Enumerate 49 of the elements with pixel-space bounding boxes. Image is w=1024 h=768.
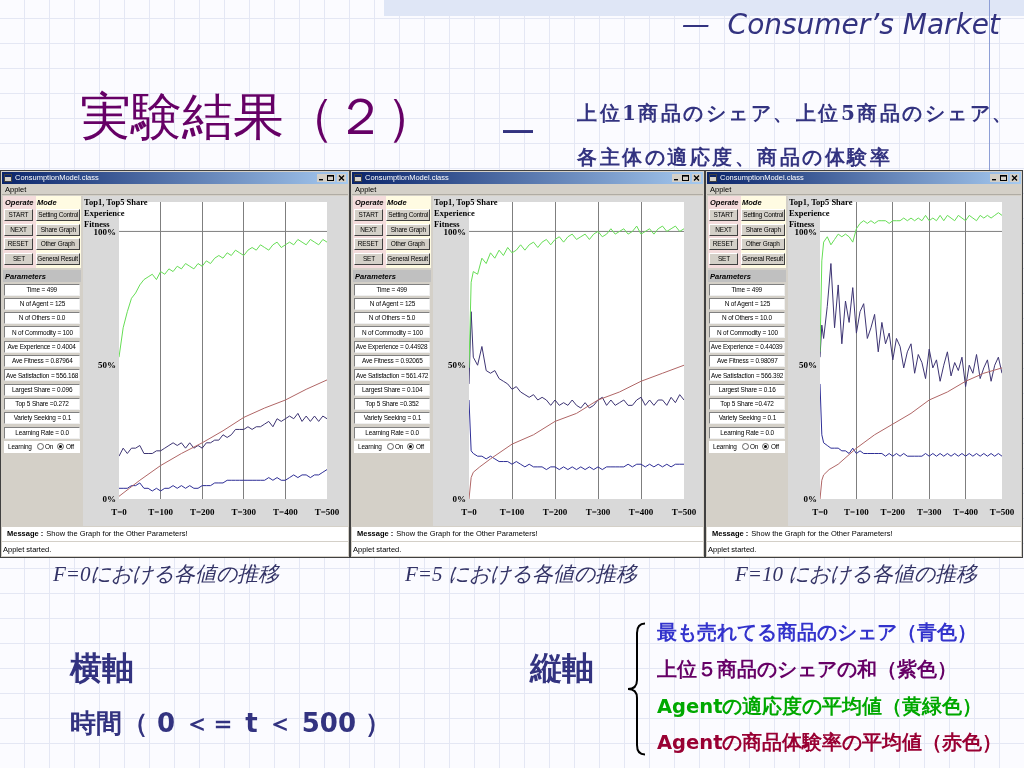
text: F=10 における各値の推移 — [735, 561, 978, 587]
x-tick-label: T=200 — [189, 507, 216, 517]
line-series — [469, 364, 684, 499]
y-tick-label: 0% — [803, 494, 817, 505]
y-tick-label: 50% — [448, 360, 466, 371]
text: 実験結果（２） — [80, 86, 437, 148]
line-series — [119, 379, 327, 497]
line-series — [119, 238, 327, 358]
text: Agentの適応度の平均値（黄緑色） — [657, 695, 983, 718]
x-tick-label: T=500 — [314, 507, 340, 517]
line-series — [119, 469, 327, 492]
x-tick-label: T=0 — [111, 507, 128, 517]
line-series — [469, 399, 684, 471]
x-tick-label: T=0 — [461, 507, 478, 517]
x-tick-label: T=500 — [989, 507, 1015, 517]
x-tick-label: T=300 — [916, 507, 943, 517]
line-series — [469, 311, 684, 409]
line-series — [820, 263, 1002, 388]
y-tick-label: 0% — [102, 494, 116, 505]
x-tick-label: T=400 — [273, 507, 299, 517]
y-tick-label: 50% — [799, 360, 817, 371]
text: 縦軸 — [530, 649, 594, 687]
x-tick-label: T=300 — [231, 507, 257, 517]
line-series — [469, 225, 684, 369]
y-tick-label: 0% — [452, 494, 466, 505]
text: 時間（ 0 ＜＝ t ＜ 500 ） — [70, 708, 392, 738]
text: — Consumer’s Market — [681, 8, 1000, 42]
text: 上位５商品のシェアの和（紫色） — [657, 658, 957, 681]
text: Agentの商品体験率の平均値（赤色） — [657, 731, 1003, 754]
x-tick-label: T=500 — [671, 507, 697, 517]
text: 上位1商品のシェア、上位5商品のシェア、各主体の適応度、商品の体験率 — [577, 101, 1015, 169]
text: F=5 における各値の推移 — [405, 561, 637, 587]
text: 最も売れてる商品のシェア（青色） — [657, 621, 977, 644]
x-tick-label: T=100 — [499, 507, 525, 517]
x-tick-label: T=200 — [880, 507, 906, 517]
text: — — [503, 112, 533, 148]
line-series — [820, 367, 1002, 499]
x-tick-label: T=0 — [812, 507, 829, 517]
x-tick-label: T=400 — [953, 507, 979, 517]
y-tick-label: 50% — [98, 360, 116, 371]
text: F=0における各値の推移 — [53, 561, 280, 587]
line-series — [119, 412, 327, 457]
x-tick-label: T=300 — [585, 507, 611, 517]
x-tick-label: T=100 — [844, 507, 870, 517]
x-tick-label: T=400 — [628, 507, 654, 517]
x-tick-label: T=100 — [148, 507, 174, 517]
text: 横軸 — [70, 649, 134, 687]
line-series — [820, 383, 1002, 457]
x-tick-label: T=200 — [542, 507, 568, 517]
